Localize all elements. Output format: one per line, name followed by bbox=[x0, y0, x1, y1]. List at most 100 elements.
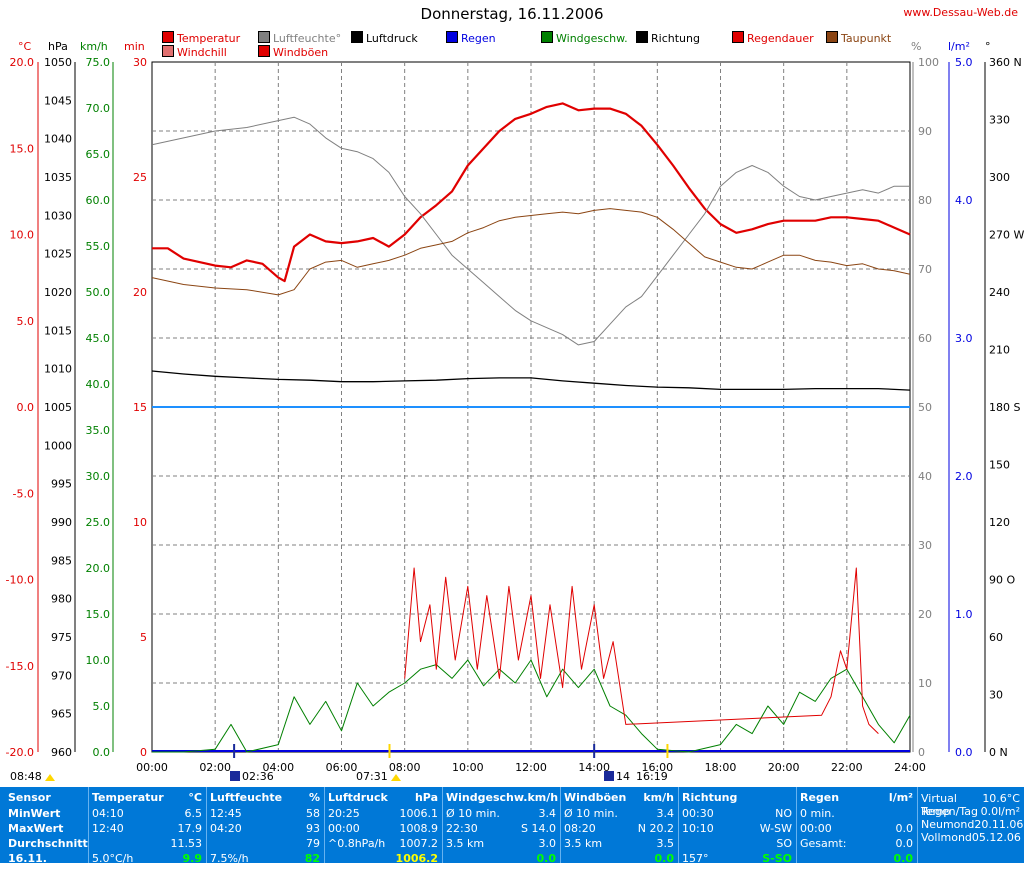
stats-row: 0.0 bbox=[796, 851, 917, 866]
sensor-header: Sensor bbox=[8, 791, 51, 804]
hum-tick-label: 60 bbox=[918, 332, 932, 345]
stats-row: 1006.2 bbox=[324, 851, 442, 866]
legend-label: Windchill bbox=[177, 46, 227, 59]
legend-swatch bbox=[636, 31, 648, 43]
series-luftdruck-line bbox=[151, 370, 911, 391]
wind-tick-label: 15.0 bbox=[86, 608, 111, 621]
stats-row: 79 bbox=[206, 836, 324, 851]
stats-col-title: Richtung bbox=[682, 791, 738, 804]
stats-row: SO bbox=[678, 836, 796, 851]
legend-label: Luftfeuchte° bbox=[273, 32, 342, 45]
press-tick-label: 1045 bbox=[44, 94, 72, 107]
legend-label: Taupunkt bbox=[841, 32, 892, 45]
stats-cell-value: 17.9 bbox=[177, 822, 203, 835]
wind-tick-label: 35.0 bbox=[86, 424, 111, 437]
stats-row: 3.5 km 3.5 bbox=[560, 836, 678, 851]
press-tick-label: 1000 bbox=[44, 439, 72, 452]
press-tick-label: 1020 bbox=[44, 286, 72, 299]
min-tick-label: 5 bbox=[140, 631, 147, 644]
press-tick-label: 980 bbox=[51, 593, 72, 606]
hum-tick-label: 20 bbox=[918, 608, 932, 621]
sensor-row: MaxWert bbox=[8, 822, 64, 835]
stats-row: 12:45 58 bbox=[206, 806, 324, 821]
wind-tick-label: 70.0 bbox=[86, 102, 111, 115]
legend-swatch bbox=[446, 31, 458, 43]
hum-unit: % bbox=[911, 40, 922, 53]
x-tick-label: 16:00 bbox=[641, 761, 673, 774]
stats-row: 22:30 S 14.0 bbox=[442, 821, 560, 836]
stats-regen-col: Regen l/m² 0 min. 00:00 0.0 Gesamt: 0.0 0.0 bbox=[796, 787, 917, 866]
x-tick-label: 20:00 bbox=[768, 761, 800, 774]
wind-tick-label: 65.0 bbox=[86, 148, 111, 161]
x-tick-label: 04:00 bbox=[262, 761, 294, 774]
dir-tick-label: 90 O bbox=[989, 574, 1015, 587]
stats-row: 7.5%/h 82 bbox=[206, 851, 324, 866]
legend-taupunkt: Taupunkt bbox=[826, 31, 891, 45]
legend-swatch bbox=[351, 31, 363, 43]
moonset-icon bbox=[604, 771, 614, 781]
hum-tick-label: 0 bbox=[918, 746, 925, 759]
press-tick-label: 995 bbox=[51, 478, 72, 491]
wind-tick-label: 75.0 bbox=[86, 56, 111, 69]
wind-tick-label: 0.0 bbox=[93, 746, 111, 759]
stats-cell-value: S-SO bbox=[762, 852, 792, 865]
min-tick-label: 30 bbox=[133, 56, 147, 69]
stats-cell-label: 20:25 bbox=[328, 807, 360, 820]
series-taupunkt-line bbox=[151, 208, 911, 296]
wind-tick-label: 20.0 bbox=[86, 562, 111, 575]
sun-icon bbox=[44, 774, 55, 781]
dir-tick-label: 240 bbox=[989, 286, 1010, 299]
stats-cell-value: 1006.2 bbox=[395, 852, 438, 865]
stats-cell-value: 58 bbox=[306, 807, 320, 820]
moonset-value: 14 bbox=[616, 770, 630, 783]
temp-tick-label: 20.0 bbox=[10, 56, 35, 69]
chart-title: Donnerstag, 16.11.2006 bbox=[420, 5, 604, 23]
site-link[interactable]: www.Dessau-Web.de bbox=[903, 6, 1018, 19]
press-unit: hPa bbox=[48, 40, 68, 53]
rain-unit: l/m² bbox=[948, 40, 970, 53]
legend-label: Richtung bbox=[651, 32, 700, 45]
temp-tick-label: 0.0 bbox=[17, 401, 35, 414]
stats-cell-value: 0.0 bbox=[895, 837, 914, 850]
info-value: 05.12.06 bbox=[971, 831, 1021, 844]
min-tick-label: 10 bbox=[133, 516, 147, 529]
legend-swatch bbox=[732, 31, 744, 43]
dir-tick-label: 270 W bbox=[989, 229, 1024, 242]
dir-tick-label: 0 N bbox=[989, 746, 1008, 759]
stats-cell-label: 22:30 bbox=[446, 822, 478, 835]
stats-col-unit: l/m² bbox=[888, 791, 913, 804]
legend-regen: Regen bbox=[446, 31, 496, 45]
info-value: 20.11.06 bbox=[974, 818, 1024, 831]
stats-cell-value: W-SW bbox=[759, 822, 792, 835]
stats-row: 12:40 17.9 bbox=[88, 821, 206, 836]
stats-cell-value: 0.0 bbox=[893, 852, 914, 865]
stats-col-header: Temperatur °C bbox=[88, 787, 206, 806]
stats-cell-value: 1007.2 bbox=[399, 837, 439, 850]
stats-col-title: Regen bbox=[800, 791, 840, 804]
stats-row: 04:20 93 bbox=[206, 821, 324, 836]
legend-label: Temperatur bbox=[177, 32, 241, 45]
stats-row: 5.0°C/h 9.9 bbox=[88, 851, 206, 866]
dir-tick-label: 180 S bbox=[989, 401, 1020, 414]
stats-row: 10:10 W-SW bbox=[678, 821, 796, 836]
stats-luftdruck-col: Luftdruck hPa 20:25 1006.1 00:00 1008.9 ^0.8hP… bbox=[324, 787, 442, 866]
info-label: Regen/Tag bbox=[921, 805, 978, 818]
stats-cell-value: 1006.1 bbox=[399, 807, 439, 820]
press-tick-label: 1025 bbox=[44, 248, 72, 261]
rain-tick-label: 0.0 bbox=[955, 746, 973, 759]
stats-cell-label: 00:00 bbox=[328, 822, 360, 835]
temp-tick-label: -15.0 bbox=[6, 660, 34, 673]
moon-icon bbox=[230, 771, 240, 781]
sensor-row: Durchschnitt bbox=[8, 837, 88, 850]
wind-tick-label: 5.0 bbox=[93, 700, 111, 713]
dir-unit: ° bbox=[985, 40, 991, 53]
stats-cell-value: 0.0 bbox=[536, 852, 557, 865]
stats-divider bbox=[678, 787, 679, 863]
stats-info-col: Virtual Temp 10.6°C Regen/Tag 0.0l/m² Neumon… bbox=[917, 787, 1024, 863]
stats-row: 0 min. bbox=[796, 806, 917, 821]
stats-cell-value: S 14.0 bbox=[521, 822, 556, 835]
legend-luftdruck: Luftdruck bbox=[351, 31, 418, 45]
info-row: Vollmond 05.12.06 bbox=[917, 831, 1024, 844]
legend-swatch bbox=[162, 45, 174, 57]
stats-cell-label: 3.5 km bbox=[564, 837, 603, 850]
